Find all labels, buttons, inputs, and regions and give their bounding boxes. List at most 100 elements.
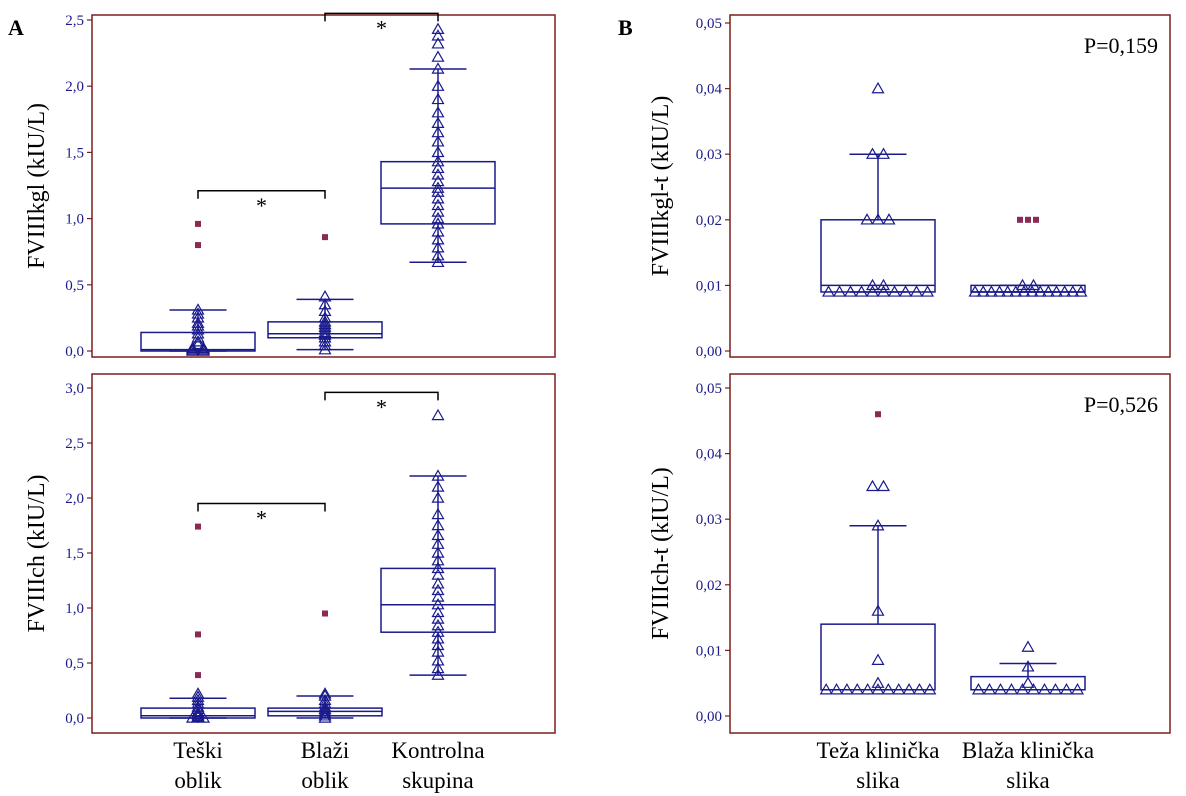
data-point bbox=[431, 79, 445, 91]
box-group-2 bbox=[968, 216, 1088, 297]
x-category-label: Blaža klinička slika bbox=[962, 738, 1094, 793]
data-point bbox=[1026, 683, 1041, 695]
data-point bbox=[431, 537, 445, 549]
data-point bbox=[865, 147, 880, 159]
data-point bbox=[431, 105, 445, 118]
outlier-point bbox=[1017, 216, 1023, 223]
data-point bbox=[431, 255, 445, 268]
data-point bbox=[191, 687, 205, 699]
data-point bbox=[876, 147, 891, 159]
data-point bbox=[840, 683, 854, 695]
data-point bbox=[1021, 660, 1035, 672]
data-point bbox=[1021, 640, 1035, 652]
data-point bbox=[318, 317, 332, 330]
data-point bbox=[431, 546, 445, 558]
data-point bbox=[887, 285, 902, 297]
data-point bbox=[976, 285, 990, 297]
y-tick-label: 0,03 bbox=[696, 147, 722, 163]
bracket-line bbox=[197, 502, 326, 512]
data-point bbox=[191, 323, 205, 335]
x-category-label: Blaži oblik bbox=[301, 738, 350, 793]
x-category-label-line: slika bbox=[1006, 768, 1049, 793]
plot-frame bbox=[729, 14, 1171, 358]
data-point bbox=[1059, 683, 1074, 695]
data-point bbox=[860, 213, 874, 225]
data-point bbox=[431, 192, 445, 204]
data-point bbox=[185, 341, 200, 354]
data-point bbox=[431, 174, 445, 187]
data-point bbox=[871, 213, 885, 225]
data-point bbox=[843, 285, 858, 297]
y-axis-label: FVIIIch-t (kIU/L) bbox=[648, 467, 674, 640]
y-axis-label: FVIIIch (kIU/L) bbox=[24, 475, 50, 633]
outlier-point bbox=[195, 523, 201, 530]
plot-frame bbox=[91, 373, 556, 734]
significance-bracket: * bbox=[197, 502, 326, 531]
y-tick-label: 2,0 bbox=[65, 79, 84, 95]
data-point bbox=[191, 335, 205, 347]
data-point bbox=[850, 683, 864, 695]
bracket-line bbox=[324, 391, 439, 401]
data-point bbox=[1058, 285, 1072, 297]
data-point bbox=[1074, 285, 1088, 297]
data-point bbox=[971, 683, 986, 695]
data-point bbox=[992, 285, 1007, 297]
data-point bbox=[871, 683, 885, 695]
data-point bbox=[830, 683, 844, 695]
chart-panel-2: 0,0 0,5 1,0 1,5 2,0 2,5 3,0 FVIIIch (kIU/L) * * Te… bbox=[24, 373, 556, 793]
data-point bbox=[431, 62, 445, 74]
data-point bbox=[431, 590, 445, 602]
data-point bbox=[1026, 278, 1041, 291]
y-axis-label: FVIIIkgl (kIU/L) bbox=[24, 103, 50, 269]
data-point bbox=[318, 335, 332, 347]
data-point bbox=[431, 408, 445, 421]
data-point bbox=[431, 597, 445, 610]
data-point bbox=[431, 561, 445, 574]
data-point bbox=[876, 479, 891, 492]
data-point bbox=[1033, 285, 1047, 297]
box-group-1 bbox=[140, 220, 256, 356]
box-group-3 bbox=[380, 22, 496, 268]
y-tick-label: 0,03 bbox=[696, 512, 722, 528]
data-point bbox=[431, 145, 445, 158]
data-point bbox=[191, 311, 205, 323]
y-tick-label: 2,5 bbox=[65, 13, 84, 29]
x-category-label-line: Blaži bbox=[301, 738, 350, 763]
x-category-label: Teža klinička slika bbox=[817, 738, 940, 793]
data-point bbox=[431, 661, 445, 674]
data-point bbox=[871, 519, 885, 531]
data-point bbox=[821, 285, 836, 297]
data-point bbox=[909, 285, 924, 297]
outlier-point bbox=[195, 672, 201, 679]
data-point bbox=[431, 553, 445, 566]
data-point bbox=[1009, 285, 1023, 297]
y-tick-label: 1,0 bbox=[65, 601, 84, 617]
y-tick-label: 1,5 bbox=[65, 145, 84, 161]
box-iqr bbox=[820, 623, 936, 691]
data-point bbox=[318, 315, 332, 327]
y-tick-label: 0,02 bbox=[696, 578, 722, 594]
data-point bbox=[832, 285, 847, 297]
box-iqr bbox=[820, 219, 936, 293]
data-point bbox=[819, 683, 833, 695]
data-point bbox=[1049, 285, 1064, 297]
data-point bbox=[902, 683, 916, 695]
data-point bbox=[431, 605, 445, 618]
data-point bbox=[191, 303, 205, 315]
x-category-label-line: oblik bbox=[301, 768, 349, 793]
data-point bbox=[191, 707, 205, 720]
data-point bbox=[984, 285, 998, 297]
x-category-label-line: skupina bbox=[402, 768, 474, 793]
data-point bbox=[871, 653, 885, 665]
data-point bbox=[431, 154, 445, 167]
data-point bbox=[968, 285, 982, 297]
box-group-2 bbox=[267, 234, 383, 355]
outlier-point bbox=[322, 234, 328, 241]
outlier-point bbox=[875, 411, 881, 418]
chart-panel-3: 0,00 0,01 0,02 0,03 0,04 0,05 FVIIIkgl-t (kIU/… bbox=[648, 14, 1171, 360]
data-point bbox=[431, 50, 445, 62]
x-category-label-line: Kontrolna bbox=[391, 738, 484, 763]
data-point bbox=[431, 22, 445, 34]
data-point bbox=[431, 568, 445, 580]
